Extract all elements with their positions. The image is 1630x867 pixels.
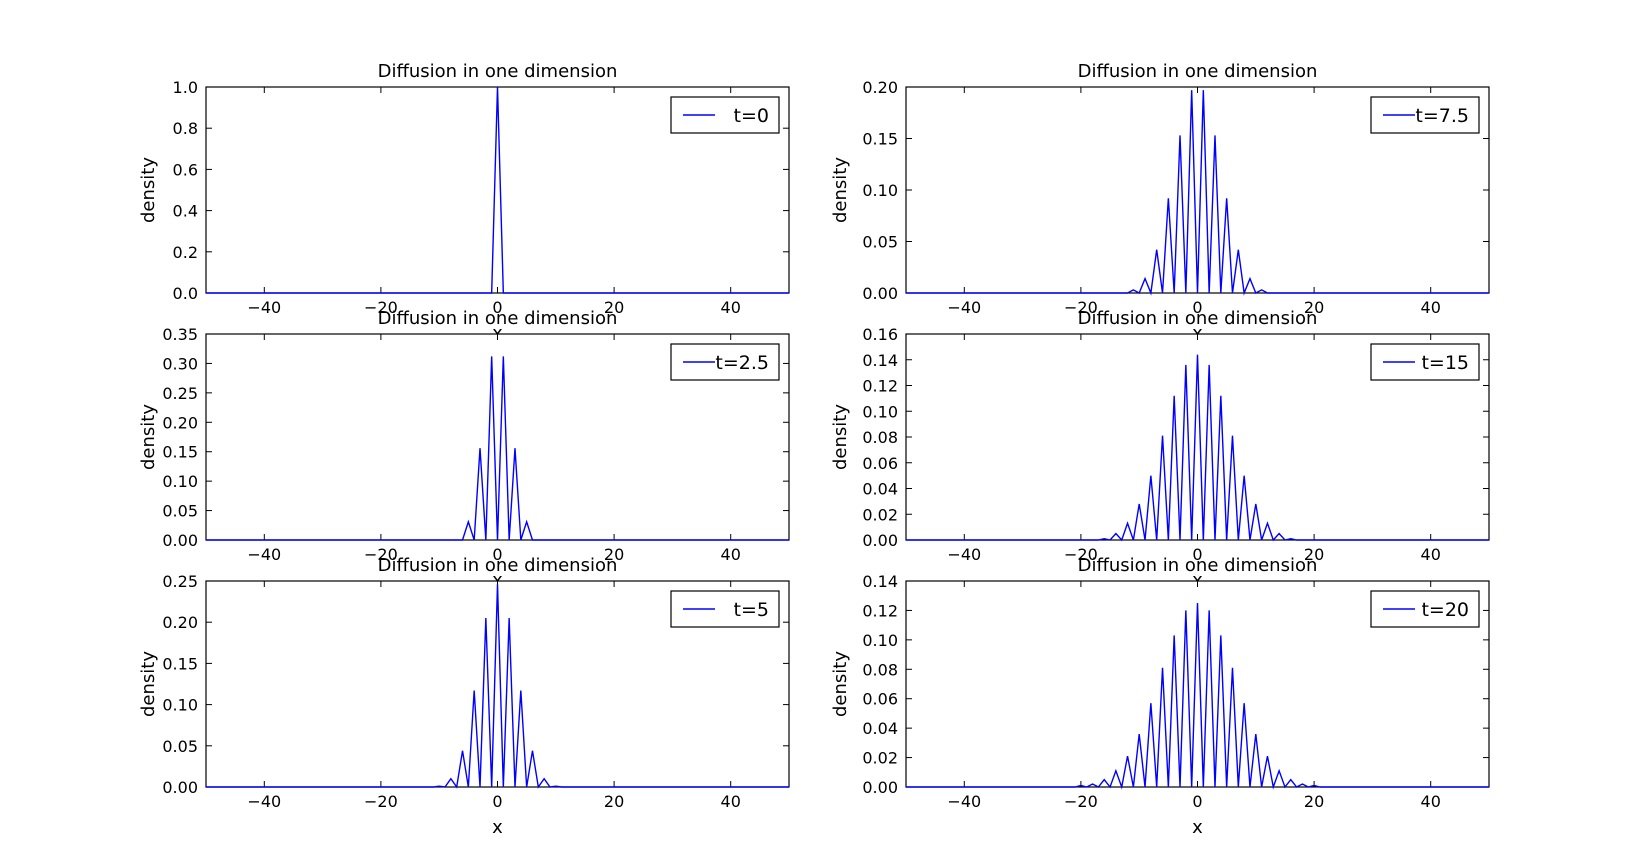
legend-label: t=15 bbox=[1421, 352, 1469, 374]
x-tick-label: 40 bbox=[1421, 298, 1441, 317]
y-tick-label: 0.20 bbox=[162, 413, 198, 432]
y-tick-label: 0.05 bbox=[862, 233, 898, 252]
y-tick-label: 0.16 bbox=[862, 325, 898, 344]
y-tick-label: 0.08 bbox=[862, 428, 898, 447]
y-tick-label: 0.14 bbox=[862, 572, 898, 591]
x-tick-label: −40 bbox=[947, 545, 981, 564]
y-tick-label: 0.04 bbox=[862, 480, 898, 499]
x-tick-label: 40 bbox=[721, 792, 741, 811]
y-tick-label: 0.00 bbox=[162, 778, 198, 797]
chart-title: Diffusion in one dimension bbox=[378, 555, 618, 576]
y-tick-label: 0.00 bbox=[862, 778, 898, 797]
y-tick-label: 0.14 bbox=[862, 351, 898, 370]
y-tick-label: 0.10 bbox=[862, 402, 898, 421]
y-tick-label: 0.08 bbox=[862, 660, 898, 679]
y-tick-label: 0.10 bbox=[162, 696, 198, 715]
y-tick-label: 0.15 bbox=[162, 654, 198, 673]
y-tick-label: 0.04 bbox=[862, 719, 898, 738]
subplot-6: −40 −20 0 20 40 0.00 0.02 0.04 0.06 0.08 0.10 0.12 0… bbox=[830, 555, 1489, 838]
x-tick-label: 0 bbox=[492, 792, 502, 811]
chart-title: Diffusion in one dimension bbox=[1078, 61, 1318, 82]
legend-label: t=5 bbox=[734, 599, 769, 621]
y-tick-label: 0.25 bbox=[162, 384, 198, 403]
y-tick-label: 0.25 bbox=[162, 572, 198, 591]
y-tick-label: 0.6 bbox=[173, 160, 198, 179]
y-tick-label: 0.35 bbox=[162, 325, 198, 344]
y-tick-label: 0.02 bbox=[862, 505, 898, 524]
y-tick-label: 0.05 bbox=[162, 737, 198, 756]
subplot-5: −40 −20 0 20 40 0.00 0.05 0.10 0.15 0.20 0.25 Diffu… bbox=[138, 555, 789, 838]
x-tick-label: 40 bbox=[721, 545, 741, 564]
y-tick-label: 0.12 bbox=[862, 377, 898, 396]
chart-title: Diffusion in one dimension bbox=[378, 61, 618, 82]
y-tick-label: 0.05 bbox=[162, 502, 198, 521]
y-tick-label: 0.00 bbox=[862, 284, 898, 303]
y-tick-label: 0.15 bbox=[162, 443, 198, 462]
y-axis-label: density bbox=[138, 651, 159, 717]
x-tick-label: −20 bbox=[1064, 792, 1098, 811]
x-tick-label: 40 bbox=[1421, 545, 1441, 564]
x-tick-label: −40 bbox=[247, 545, 281, 564]
x-axis-label: x bbox=[492, 817, 503, 838]
x-axis-label: x bbox=[1192, 817, 1203, 838]
y-tick-label: 0.15 bbox=[862, 130, 898, 149]
legend-label: t=0 bbox=[734, 105, 769, 127]
y-tick-label: 0.20 bbox=[162, 613, 198, 632]
y-tick-label: 0.10 bbox=[862, 181, 898, 200]
y-tick-label: 0.2 bbox=[173, 243, 198, 262]
y-tick-label: 0.8 bbox=[173, 119, 198, 138]
y-tick-label: 0.12 bbox=[862, 601, 898, 620]
chart-title: Diffusion in one dimension bbox=[1078, 308, 1318, 329]
y-tick-label: 0.02 bbox=[862, 749, 898, 768]
y-tick-label: 0.00 bbox=[862, 531, 898, 550]
y-tick-label: 0.0 bbox=[173, 284, 198, 303]
y-tick-label: 1.0 bbox=[173, 78, 198, 97]
y-tick-label: 0.00 bbox=[162, 531, 198, 550]
y-tick-label: 0.06 bbox=[862, 690, 898, 709]
x-tick-label: −20 bbox=[364, 792, 398, 811]
chart-title: Diffusion in one dimension bbox=[1078, 555, 1318, 576]
legend-label: t=2.5 bbox=[715, 352, 769, 374]
y-tick-label: 0.20 bbox=[862, 78, 898, 97]
chart-title: Diffusion in one dimension bbox=[378, 308, 618, 329]
y-tick-label: 0.10 bbox=[162, 472, 198, 491]
x-tick-label: 40 bbox=[1421, 792, 1441, 811]
legend-label: t=7.5 bbox=[1415, 105, 1469, 127]
y-tick-label: 0.10 bbox=[862, 631, 898, 650]
y-tick-label: 0.4 bbox=[173, 202, 198, 221]
y-axis-label: density bbox=[830, 404, 851, 470]
x-tick-label: 0 bbox=[1192, 792, 1202, 811]
x-tick-label: −40 bbox=[247, 792, 281, 811]
legend-label: t=20 bbox=[1421, 599, 1469, 621]
x-tick-label: 20 bbox=[604, 792, 624, 811]
x-tick-label: −40 bbox=[947, 792, 981, 811]
y-tick-label: 0.30 bbox=[162, 354, 198, 373]
y-axis-label: density bbox=[830, 157, 851, 223]
x-tick-label: −40 bbox=[247, 298, 281, 317]
x-tick-label: −40 bbox=[947, 298, 981, 317]
y-axis-label: density bbox=[830, 651, 851, 717]
x-tick-label: 20 bbox=[1304, 792, 1324, 811]
y-axis-label: density bbox=[138, 404, 159, 470]
y-axis-label: density bbox=[138, 157, 159, 223]
y-tick-label: 0.06 bbox=[862, 454, 898, 473]
x-tick-label: 40 bbox=[721, 298, 741, 317]
